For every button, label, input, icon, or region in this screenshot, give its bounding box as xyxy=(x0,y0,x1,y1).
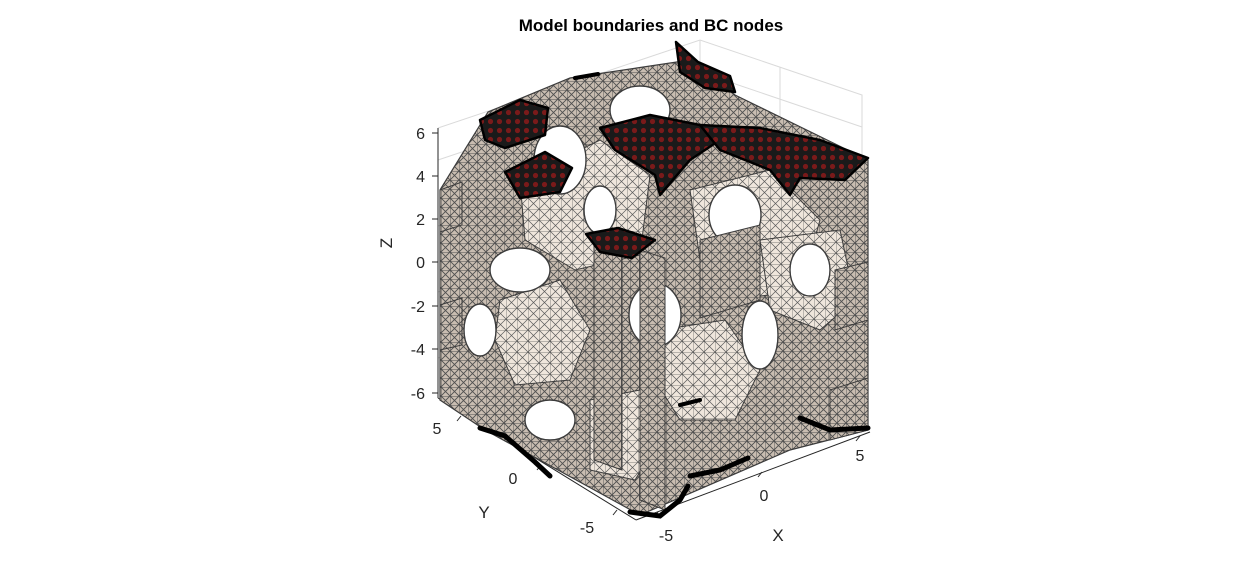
x-tick-label: 0 xyxy=(760,488,769,505)
x-tick-label: -5 xyxy=(659,528,673,545)
x-tick-labels: -5 0 5 xyxy=(659,448,865,545)
y-axis-label: Y xyxy=(478,503,489,522)
y-tick-labels: 5 0 -5 xyxy=(433,421,595,537)
figure-title: Model boundaries and BC nodes xyxy=(518,16,784,35)
bc-nodes xyxy=(477,40,871,519)
z-axis-label: Z xyxy=(377,238,396,248)
y-tick-label: -5 xyxy=(580,520,594,537)
x-axis-label: X xyxy=(772,526,783,545)
y-tick-label: 0 xyxy=(509,471,518,488)
z-tick-label: -4 xyxy=(411,342,425,359)
z-tick-labels: 6 4 2 0 -2 -4 -6 xyxy=(411,126,425,403)
z-tick-label: -6 xyxy=(411,386,425,403)
y-tick-label: 5 xyxy=(433,421,442,438)
x-tick-label: 5 xyxy=(856,448,865,465)
z-tick-label: 0 xyxy=(416,255,425,272)
z-tick-label: -2 xyxy=(411,299,425,316)
z-tick-label: 4 xyxy=(416,169,425,186)
z-tick-label: 2 xyxy=(416,212,425,229)
z-tick-label: 6 xyxy=(416,126,425,143)
gyroid-mesh xyxy=(439,59,869,516)
